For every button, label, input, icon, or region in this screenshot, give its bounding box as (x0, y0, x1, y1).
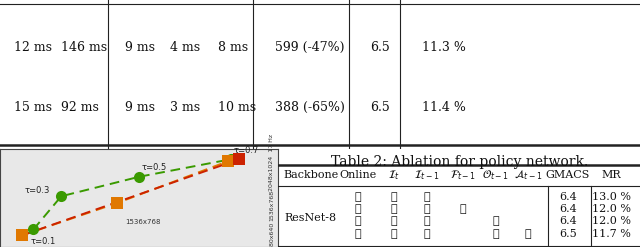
Text: ✓: ✓ (423, 204, 430, 214)
Text: 3 ms: 3 ms (170, 101, 200, 114)
Text: 146 ms: 146 ms (61, 41, 107, 54)
Text: ✓: ✓ (423, 229, 430, 239)
Text: $\mathcal{O}_{t-1}$: $\mathcal{O}_{t-1}$ (482, 168, 509, 182)
Text: 9 ms: 9 ms (125, 101, 155, 114)
Text: ResNet-8: ResNet-8 (285, 213, 337, 223)
Text: τ=0.7: τ=0.7 (234, 146, 259, 155)
Text: ✓: ✓ (355, 216, 361, 226)
Text: Backbone: Backbone (284, 170, 339, 180)
Text: 9 ms: 9 ms (125, 41, 155, 54)
Text: 12.0 %: 12.0 % (591, 204, 630, 214)
Text: 480x640: 480x640 (269, 222, 274, 247)
Text: 4 ms: 4 ms (170, 41, 200, 54)
Text: ✓: ✓ (492, 229, 499, 239)
Text: 11.4 %: 11.4 % (422, 101, 467, 114)
Text: 11.3 %: 11.3 % (422, 41, 467, 54)
Text: 13.0 %: 13.0 % (591, 192, 630, 202)
Text: 11.7 %: 11.7 % (591, 229, 630, 239)
Text: 6.4: 6.4 (559, 192, 577, 202)
Text: ✓: ✓ (492, 216, 499, 226)
Text: 6.4: 6.4 (559, 204, 577, 214)
Text: 12 ms: 12 ms (14, 41, 52, 54)
Text: 6.5: 6.5 (559, 229, 577, 239)
Text: 10 ms: 10 ms (218, 101, 256, 114)
Text: ✓: ✓ (355, 204, 361, 214)
Text: ✓: ✓ (391, 229, 397, 239)
Text: 1536x768: 1536x768 (269, 189, 274, 221)
Text: MR: MR (601, 170, 621, 180)
Text: τ=0.3: τ=0.3 (25, 186, 51, 195)
Text: Table 2: Ablation for policy network.: Table 2: Ablation for policy network. (331, 155, 588, 169)
Text: 6.5: 6.5 (370, 101, 390, 114)
Text: $\mathcal{I}_t$: $\mathcal{I}_t$ (388, 168, 400, 182)
Text: ✓: ✓ (460, 204, 466, 214)
Text: 388 (-65%): 388 (-65%) (275, 101, 345, 114)
Text: 92 ms: 92 ms (61, 101, 99, 114)
Text: $\mathcal{A}_{t-1}$: $\mathcal{A}_{t-1}$ (514, 168, 542, 182)
Text: 599 (-47%): 599 (-47%) (275, 41, 345, 54)
Text: ✓: ✓ (355, 192, 361, 202)
Text: $\mathcal{I}_{t-1}$: $\mathcal{I}_{t-1}$ (414, 168, 439, 182)
Text: ✓: ✓ (391, 204, 397, 214)
Text: τ=0.5: τ=0.5 (142, 164, 167, 172)
Text: 15 ms: 15 ms (14, 101, 52, 114)
Text: GMACS: GMACS (545, 170, 590, 180)
Text: Online: Online (339, 170, 376, 180)
Text: ✓: ✓ (525, 229, 531, 239)
Text: 1536x768: 1536x768 (125, 219, 161, 225)
Text: 8 ms: 8 ms (218, 41, 248, 54)
Text: 6.5: 6.5 (370, 41, 390, 54)
Text: $\mathcal{F}_{t-1}$: $\mathcal{F}_{t-1}$ (450, 168, 476, 182)
Text: ✓: ✓ (423, 216, 430, 226)
Text: 12.0 %: 12.0 % (591, 216, 630, 226)
Text: τ=0.1: τ=0.1 (31, 237, 56, 246)
Text: ✓: ✓ (391, 216, 397, 226)
Text: ✓: ✓ (391, 192, 397, 202)
Text: ✓: ✓ (355, 229, 361, 239)
Text: 2048x1024  17 Hz: 2048x1024 17 Hz (269, 134, 274, 191)
Text: 6.4: 6.4 (559, 216, 577, 226)
Text: ✓: ✓ (423, 192, 430, 202)
